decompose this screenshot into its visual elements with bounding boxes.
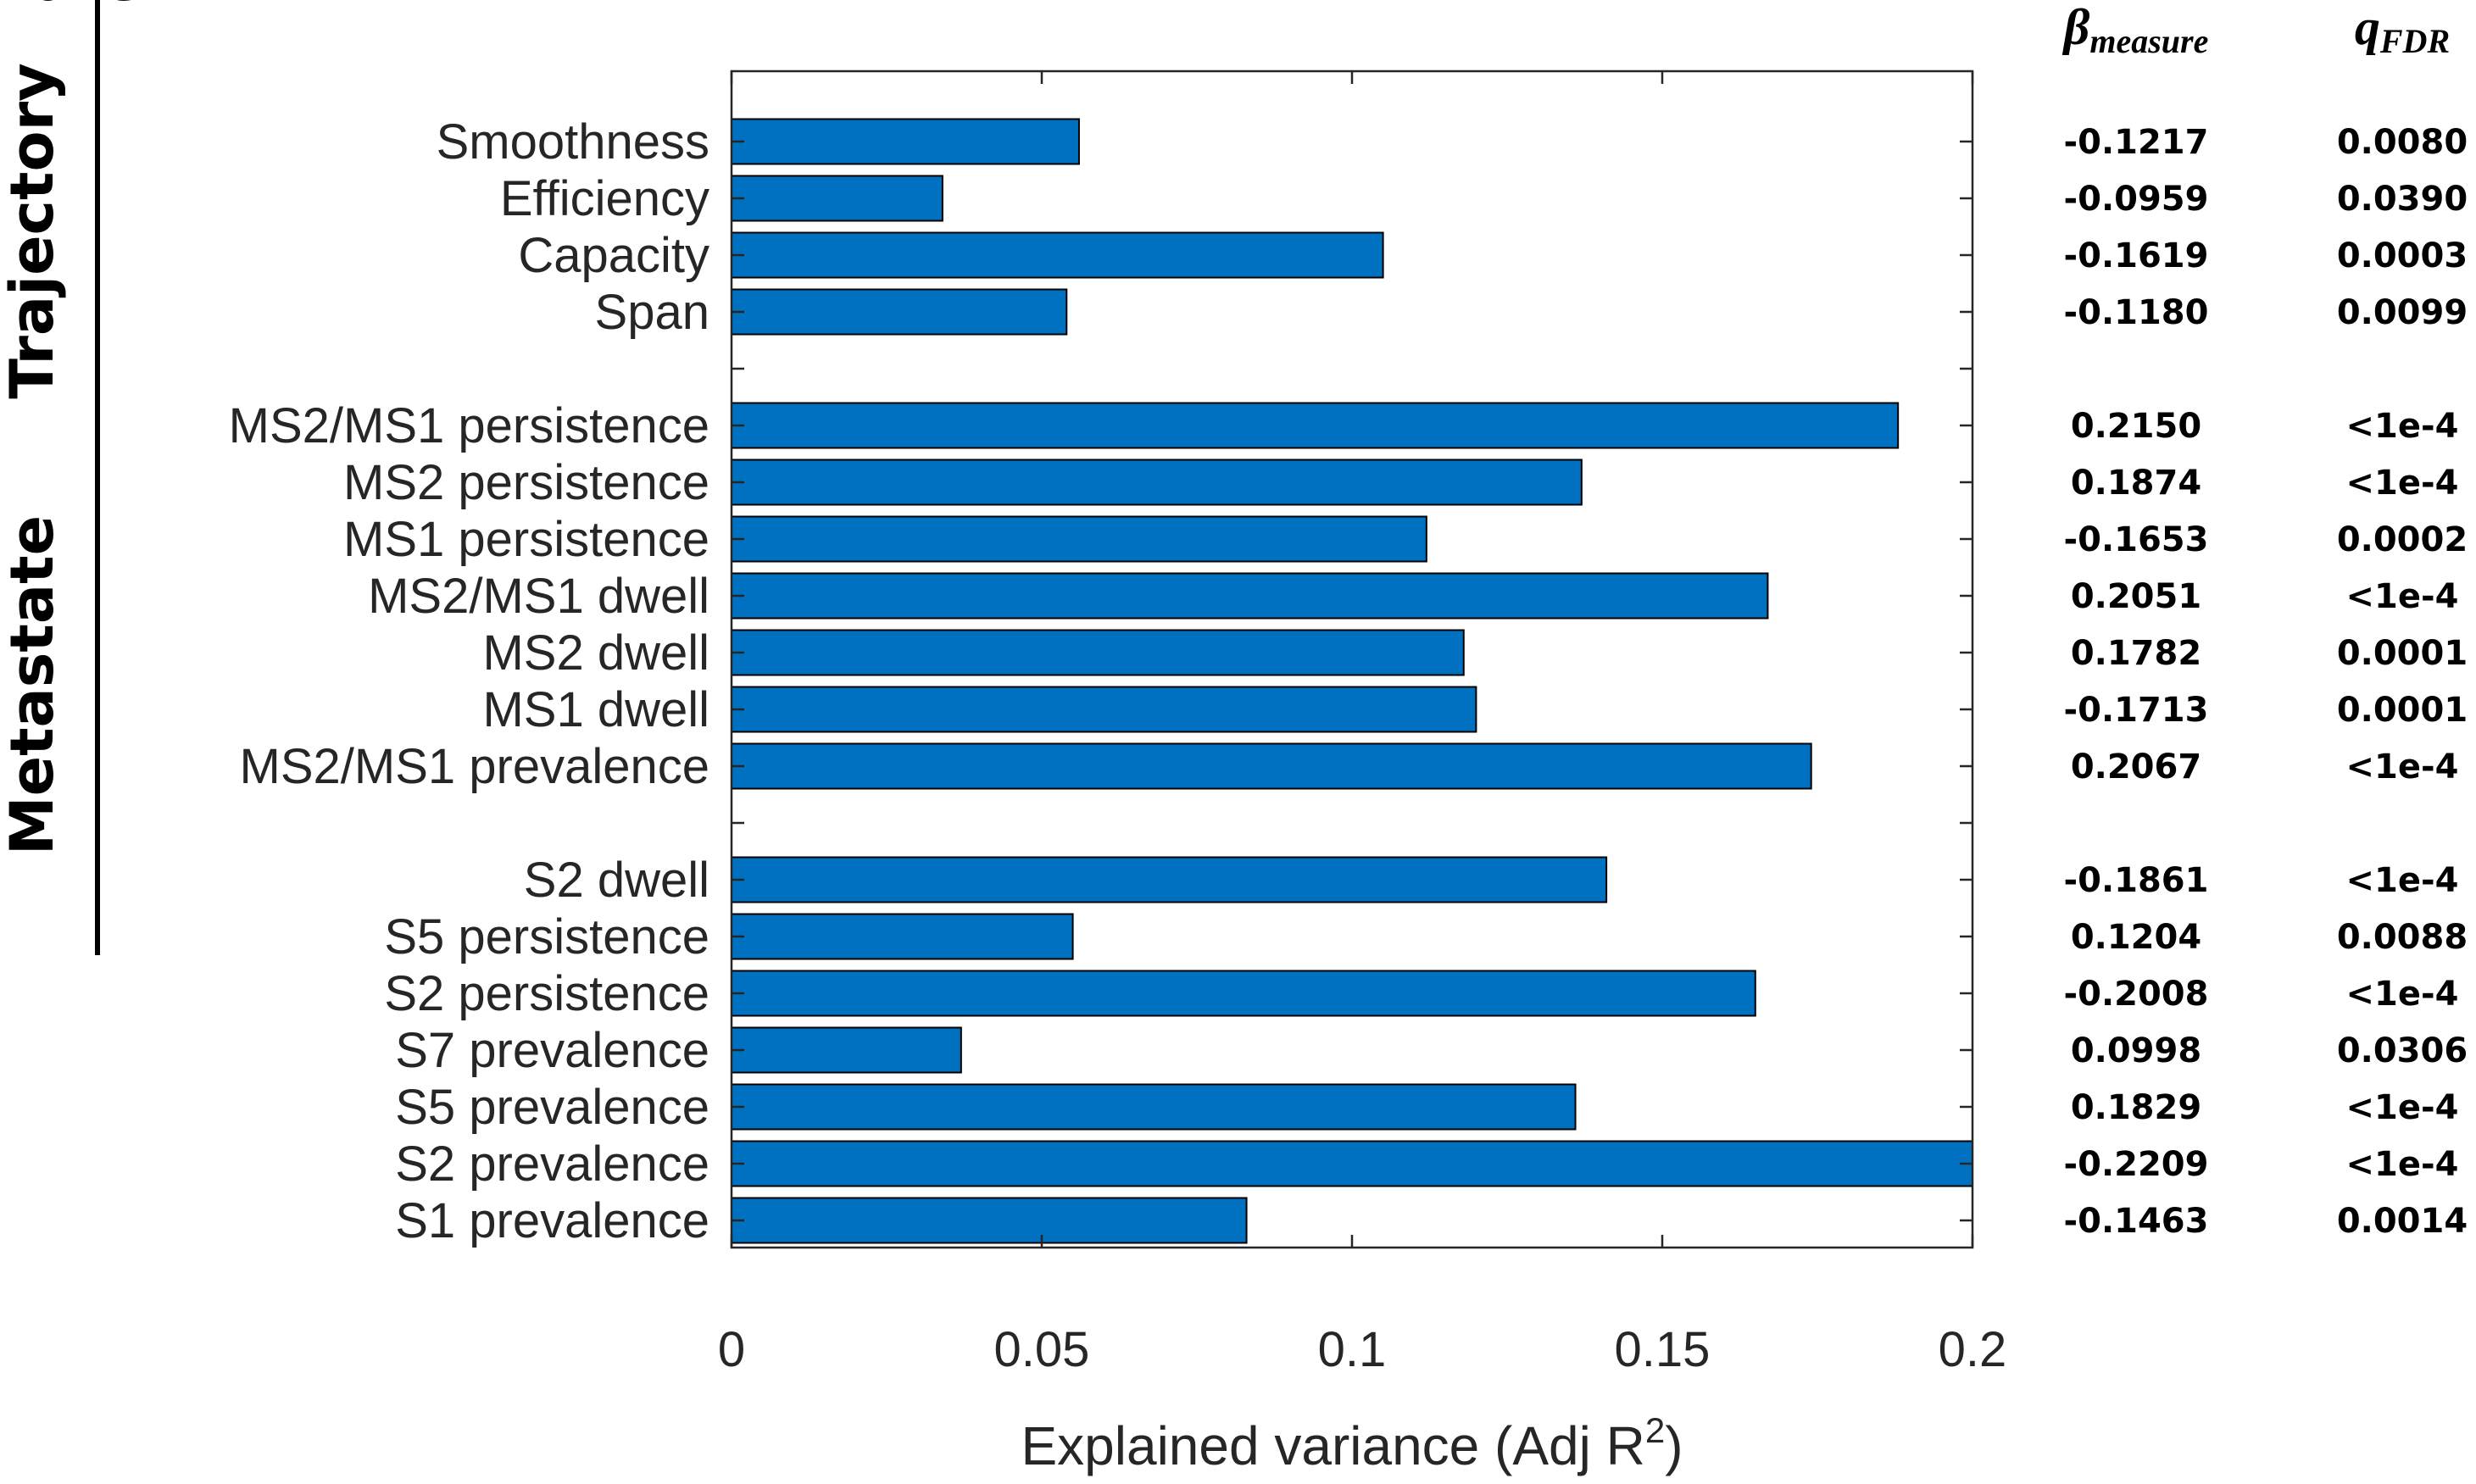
- x-tick-label: 0.15: [1615, 1322, 1711, 1377]
- beta-value: 0.1782: [2071, 634, 2201, 673]
- bar: [731, 288, 1068, 336]
- category-label: MS2/MS1 persistence: [229, 398, 709, 453]
- bar: [731, 742, 1812, 790]
- q-value: 0.0001: [2337, 691, 2468, 730]
- category-label: Span: [595, 285, 709, 340]
- x-tick-label: 0: [718, 1322, 745, 1377]
- category-label: MS2 persistence: [343, 455, 709, 510]
- category-label: MS2 dwell: [482, 625, 709, 681]
- beta-value: -0.1217: [2064, 123, 2209, 162]
- category-label: Capacity: [518, 228, 709, 283]
- q-value: 0.0099: [2337, 293, 2468, 332]
- bar: [731, 402, 1900, 449]
- category-label: S2 dwell: [524, 853, 709, 908]
- beta-value: -0.2008: [2064, 975, 2209, 1014]
- beta-header-symbol: β: [2062, 0, 2090, 55]
- category-label: Efficiency: [500, 171, 709, 226]
- bar: [731, 1197, 1248, 1244]
- q-column-header: qFDR: [2355, 0, 2450, 60]
- q-value: <1e-4: [2346, 407, 2459, 446]
- q-header-subscript: FDR: [2379, 22, 2450, 60]
- q-value: 0.0306: [2337, 1031, 2468, 1070]
- x-tick-label: 0.2: [1939, 1322, 2007, 1377]
- beta-column-header: βmeasure: [2062, 0, 2209, 60]
- q-value: 0.0001: [2337, 634, 2468, 673]
- beta-value: -0.0959: [2064, 180, 2209, 219]
- q-value: 0.0002: [2337, 520, 2468, 559]
- category-label: MS1 persistence: [343, 512, 709, 567]
- category-label: Smoothness: [437, 114, 709, 170]
- category-label: S2 prevalence: [395, 1137, 709, 1192]
- q-value: <1e-4: [2346, 861, 2459, 900]
- q-value: 0.0088: [2337, 918, 2468, 957]
- q-value: <1e-4: [2346, 1088, 2459, 1127]
- bar: [731, 1140, 1973, 1187]
- q-value: <1e-4: [2346, 748, 2459, 786]
- beta-value: -0.1180: [2064, 293, 2209, 332]
- group-label: Metastate: [0, 515, 67, 855]
- beta-value: 0.0998: [2071, 1031, 2201, 1070]
- category-label: S2 persistence: [384, 966, 709, 1021]
- category-label: MS1 dwell: [482, 682, 709, 737]
- x-axis-label-main: Explained variance (Adj R: [1021, 1415, 1644, 1476]
- bar: [731, 856, 1608, 903]
- x-axis-label: Explained variance (Adj R2): [1021, 1410, 1683, 1476]
- q-value: <1e-4: [2346, 1145, 2459, 1184]
- q-value: 0.0003: [2337, 236, 2468, 275]
- group-label: Trajectory: [0, 63, 67, 398]
- group-label: State: [0, 0, 142, 14]
- category-label: MS2/MS1 prevalence: [240, 739, 709, 794]
- bar: [731, 515, 1427, 563]
- beta-value: -0.1653: [2064, 520, 2209, 559]
- beta-value: -0.1463: [2064, 1202, 2209, 1241]
- bar: [731, 118, 1080, 165]
- beta-value: 0.2150: [2071, 407, 2201, 446]
- q-value: <1e-4: [2346, 577, 2459, 616]
- q-value: 0.0390: [2337, 180, 2468, 219]
- bar: [731, 459, 1583, 506]
- bar: [731, 1083, 1577, 1131]
- beta-value: -0.1619: [2064, 236, 2209, 275]
- category-label: S5 persistence: [384, 909, 709, 964]
- category-label: S5 prevalence: [395, 1080, 709, 1135]
- beta-value: -0.1861: [2064, 861, 2209, 900]
- beta-value: 0.1204: [2071, 918, 2201, 957]
- bar: [731, 686, 1477, 733]
- q-value: <1e-4: [2346, 464, 2459, 503]
- bar: [731, 231, 1384, 279]
- beta-value: -0.2209: [2064, 1145, 2209, 1184]
- q-value: 0.0080: [2337, 123, 2468, 162]
- bar: [731, 572, 1769, 620]
- beta-value: 0.2067: [2071, 748, 2201, 786]
- category-label: MS2/MS1 dwell: [368, 569, 709, 624]
- bar: [731, 175, 943, 222]
- x-axis-label-suffix: ): [1665, 1415, 1683, 1476]
- bar: [731, 970, 1756, 1017]
- x-tick-label: 0.1: [1318, 1322, 1387, 1377]
- bar: [731, 913, 1074, 960]
- beta-value: 0.2051: [2071, 577, 2201, 616]
- x-tick-label: 0.05: [994, 1322, 1090, 1377]
- bar: [731, 629, 1465, 676]
- beta-header-subscript: measure: [2089, 22, 2208, 60]
- category-label: S1 prevalence: [395, 1193, 709, 1248]
- beta-value: 0.1874: [2071, 464, 2201, 503]
- beta-value: 0.1829: [2071, 1088, 2201, 1127]
- q-header-symbol: q: [2355, 0, 2380, 55]
- q-value: 0.0014: [2337, 1202, 2468, 1241]
- bar: [731, 1026, 962, 1074]
- q-value: <1e-4: [2346, 975, 2459, 1014]
- beta-value: -0.1713: [2064, 691, 2209, 730]
- x-axis-label-superscript: 2: [1645, 1410, 1665, 1450]
- category-label: S7 prevalence: [395, 1023, 709, 1078]
